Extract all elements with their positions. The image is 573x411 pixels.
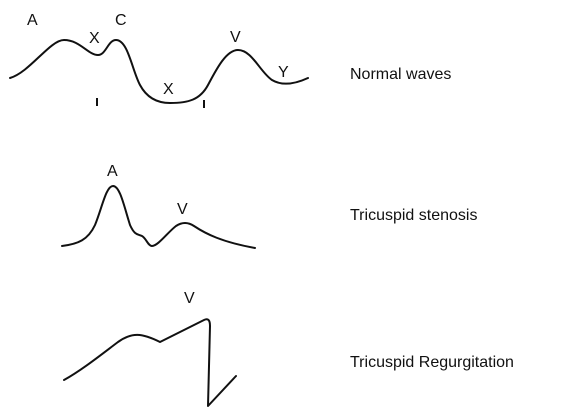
normal-v-wave-label: V <box>230 29 241 46</box>
normal-x-prime-descent-label: X <box>163 81 174 98</box>
stenosis-v-wave-label: V <box>177 201 188 218</box>
panel-tricuspid-stenosis: A V Tricuspid stenosis <box>61 163 477 249</box>
stenosis-a-wave-label: A <box>107 163 118 180</box>
normal-x-descent-label: X <box>89 30 100 47</box>
tricuspid-stenosis-caption: Tricuspid stenosis <box>350 207 477 224</box>
normal-y-descent-label: Y <box>278 64 289 81</box>
normal-waves-caption: Normal waves <box>350 66 451 83</box>
stenosis-waveform-curve <box>61 185 256 249</box>
normal-a-wave-label: A <box>27 12 38 29</box>
normal-waveform-curve <box>9 39 309 104</box>
tricuspid-regurgitation-caption: Tricuspid Regurgitation <box>350 354 514 371</box>
normal-c-wave-label: C <box>115 12 127 29</box>
panel-tricuspid-regurgitation: V Tricuspid Regurgitation <box>63 290 514 407</box>
regurgitation-waveform-curve <box>63 318 237 407</box>
regurgitation-v-wave-label: V <box>184 290 195 307</box>
panel-normal-waves: A X C X V Y Normal waves <box>9 12 451 108</box>
